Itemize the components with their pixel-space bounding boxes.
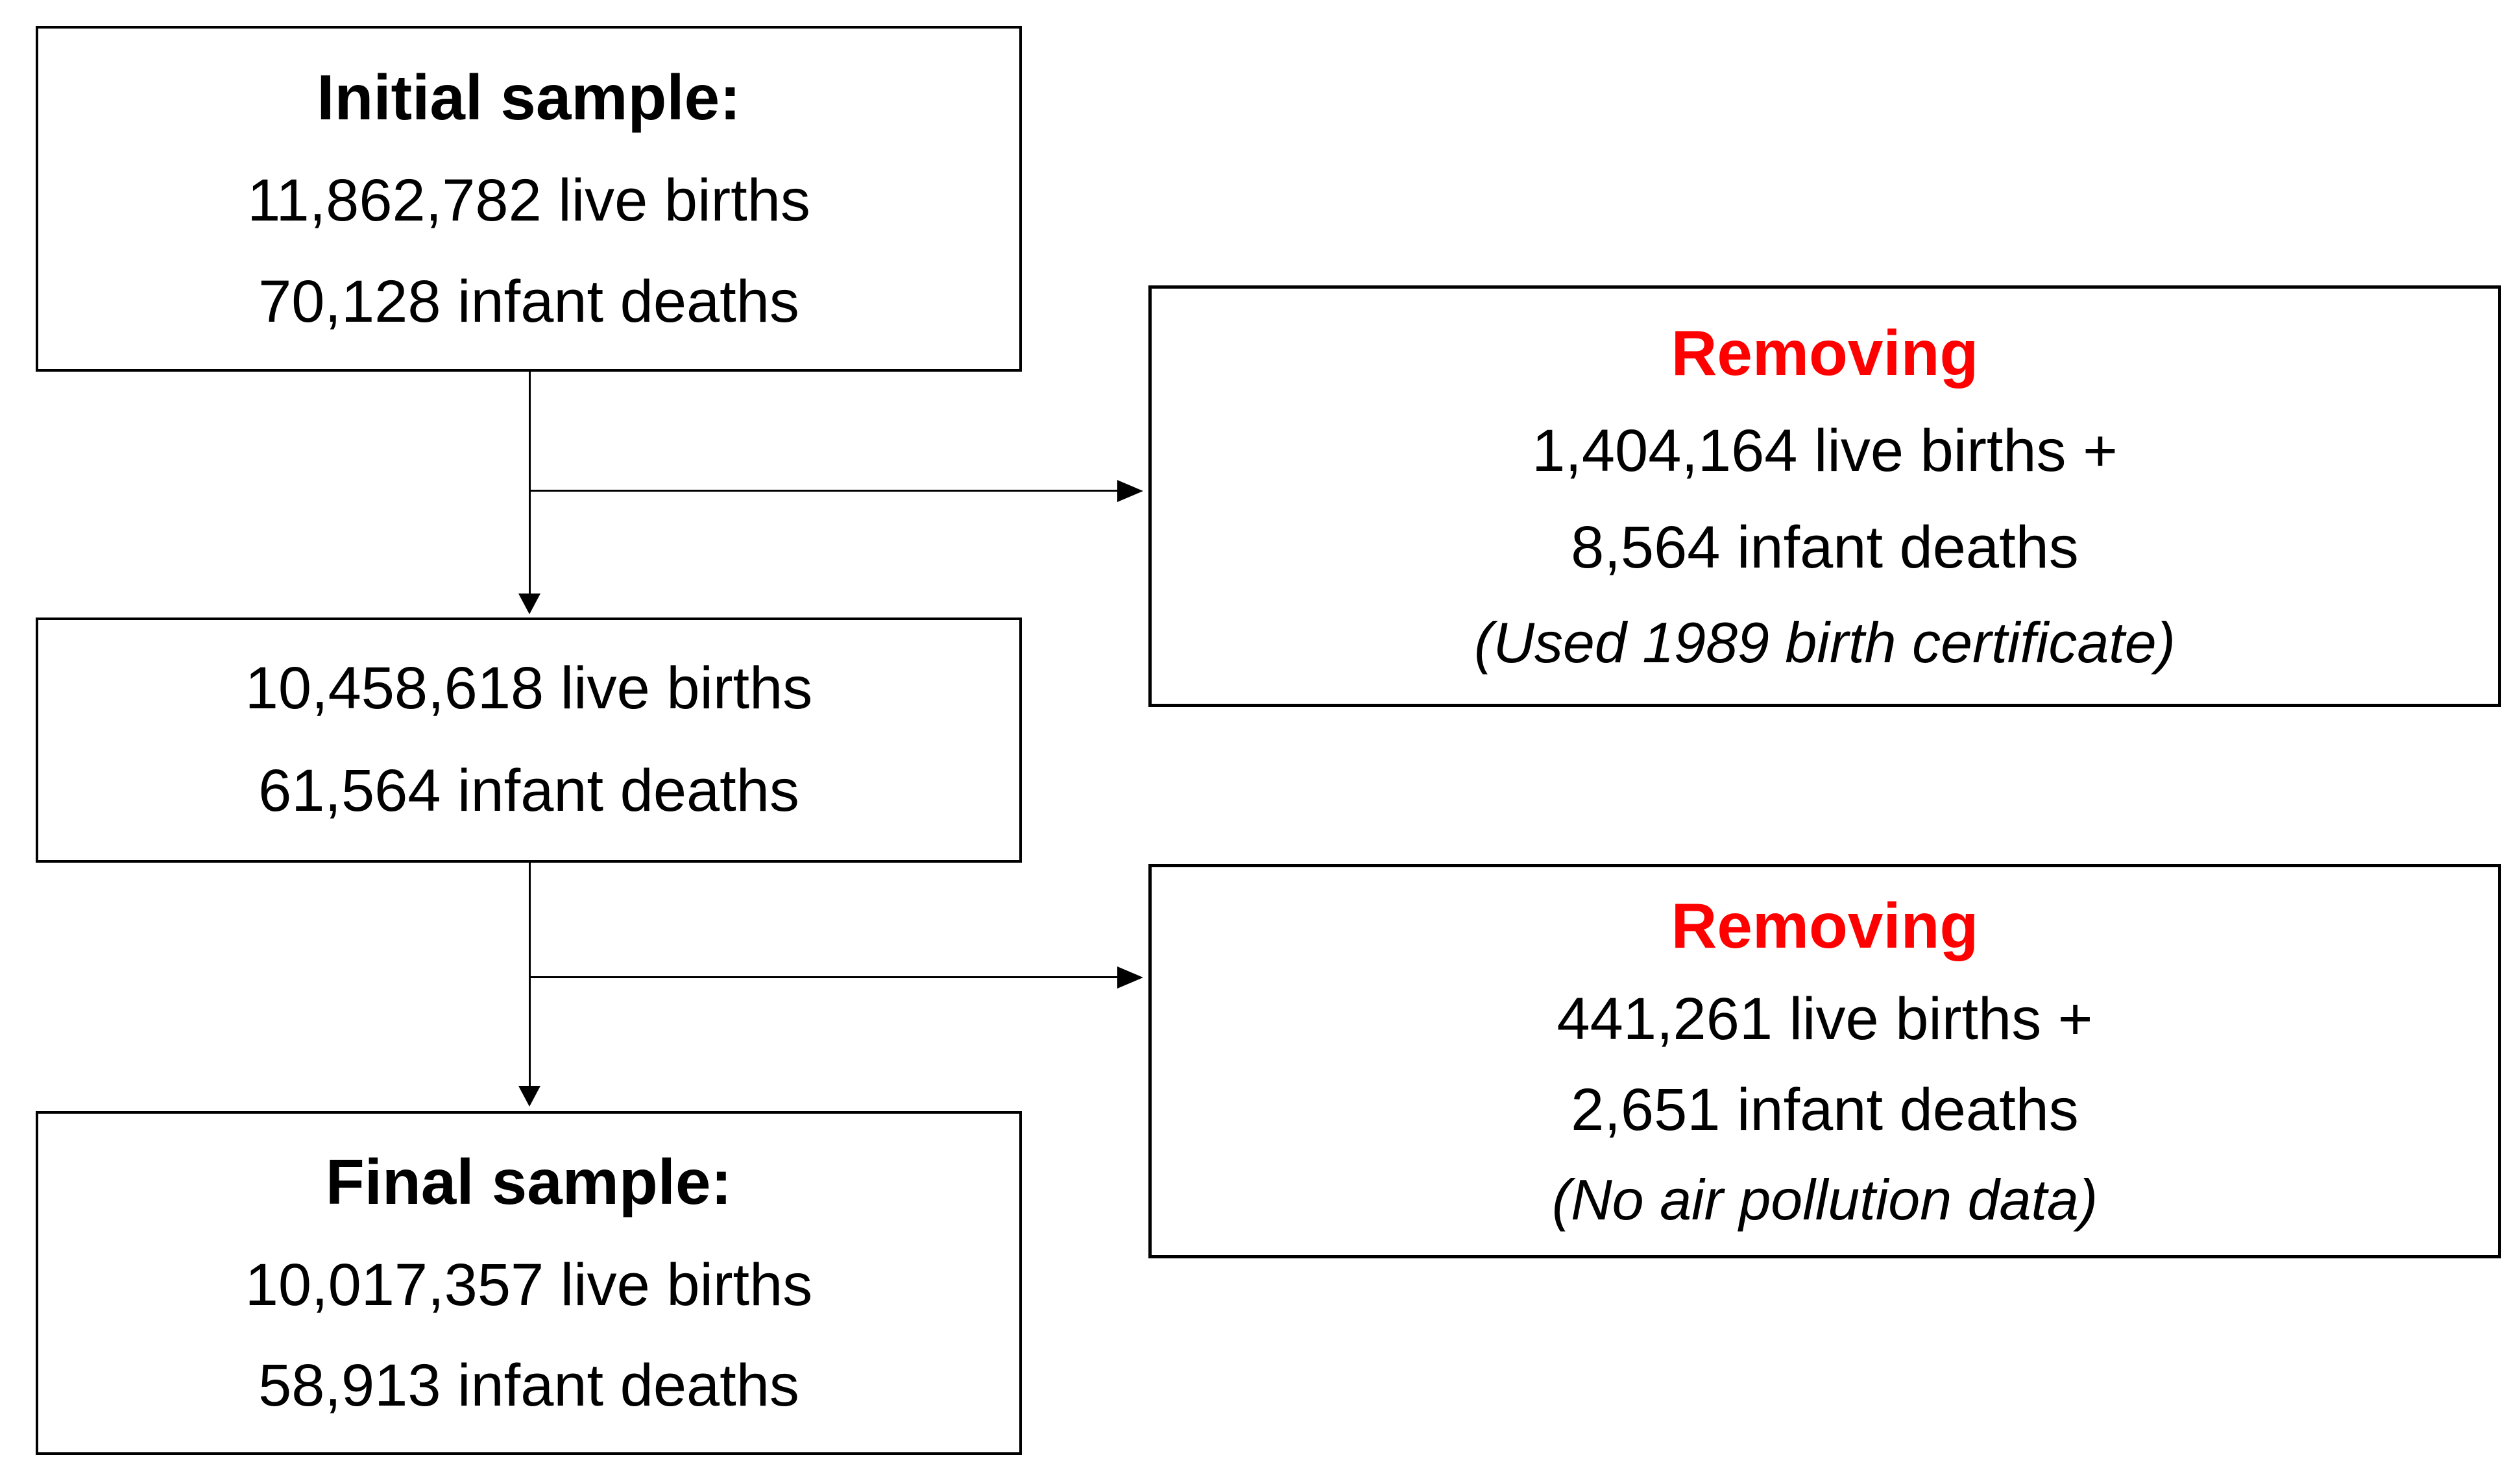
down-arrowhead-icon <box>518 594 540 614</box>
removing-2-reason: (No air pollution data) <box>1551 1167 2098 1232</box>
final-sample-title: Final sample: <box>325 1146 733 1218</box>
removing-2-live-births: 441,261 live births + <box>1557 985 2093 1052</box>
final-infant-deaths: 58,913 infant deaths <box>258 1352 799 1419</box>
intermediate-infant-deaths: 61,564 infant deaths <box>258 758 799 824</box>
connector-1-vertical-line <box>529 372 531 595</box>
removing-2-title: Removing <box>1671 890 1979 962</box>
removing-1-title: Removing <box>1671 317 1979 389</box>
final-sample-box: Final sample: 10,017,357 live births 58,… <box>36 1111 1022 1455</box>
connector-1-branch-line <box>529 490 1117 492</box>
down-arrowhead-icon <box>518 1086 540 1107</box>
final-live-births: 10,017,357 live births <box>245 1251 813 1318</box>
removing-box-2: Removing 441,261 live births + 2,651 inf… <box>1148 864 2501 1258</box>
right-arrowhead-icon <box>1117 480 1143 502</box>
connector-2-branch-line <box>529 976 1117 978</box>
intermediate-sample-box: 10,458,618 live births 61,564 infant dea… <box>36 618 1022 863</box>
initial-live-births: 11,862,782 live births <box>247 167 810 234</box>
removing-1-infant-deaths: 8,564 infant deaths <box>1571 514 2079 581</box>
removing-1-live-births: 1,404,164 live births + <box>1532 418 2118 485</box>
removing-2-infant-deaths: 2,651 infant deaths <box>1571 1076 2079 1143</box>
initial-sample-title: Initial sample: <box>317 62 741 134</box>
initial-sample-box: Initial sample: 11,862,782 live births 7… <box>36 26 1022 372</box>
connector-2-vertical-line <box>529 863 531 1087</box>
removing-box-1: Removing 1,404,164 live births + 8,564 i… <box>1148 285 2501 707</box>
intermediate-live-births: 10,458,618 live births <box>245 654 813 721</box>
right-arrowhead-icon <box>1117 966 1143 989</box>
removing-1-reason: (Used 1989 birth certificate) <box>1474 610 2175 675</box>
initial-infant-deaths: 70,128 infant deaths <box>258 269 799 335</box>
